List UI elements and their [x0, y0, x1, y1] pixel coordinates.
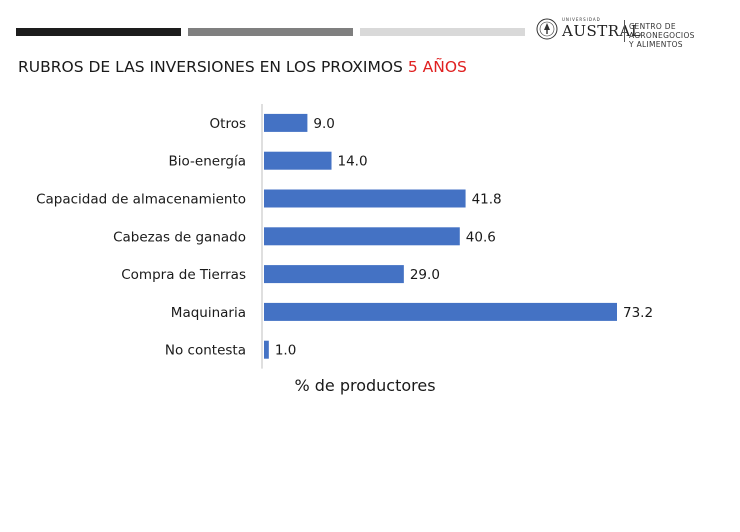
value-label-1: 14.0 — [338, 154, 368, 170]
value-label-6: 1.0 — [275, 343, 296, 359]
category-label-5: Maquinaria — [171, 305, 246, 321]
austral-logo: UNIVERSIDAD AUSTRAL CENTRO DE AGRONEGOCI… — [532, 14, 732, 50]
value-label-0: 9.0 — [313, 116, 334, 132]
category-label-4: Compra de Tierras — [121, 267, 246, 283]
logo-divider — [624, 20, 625, 42]
center-name-line1: CENTRO DE AGRONEGOCIOS — [629, 22, 695, 40]
bar-0 — [264, 113, 308, 132]
header-bar-dark — [16, 28, 181, 36]
bar-3 — [264, 227, 460, 246]
bar-6 — [264, 340, 269, 359]
center-name: CENTRO DE AGRONEGOCIOS Y ALIMENTOS — [629, 22, 732, 49]
university-name: AUSTRAL — [562, 22, 642, 40]
bar-5 — [264, 302, 617, 321]
category-label-3: Cabezas de ganado — [113, 229, 246, 245]
value-label-5: 73.2 — [623, 305, 653, 321]
header-bar-gray — [188, 28, 353, 36]
header-bar-light — [360, 28, 525, 36]
value-label-3: 40.6 — [466, 229, 496, 245]
center-name-line2: Y ALIMENTOS — [629, 40, 683, 49]
chart-title: RUBROS DE LAS INVERSIONES EN LOS PROXIMO… — [18, 58, 467, 76]
value-label-2: 41.8 — [472, 192, 502, 208]
category-label-0: Otros — [210, 116, 246, 132]
value-label-4: 29.0 — [410, 267, 440, 283]
bar-2 — [264, 189, 466, 208]
category-label-2: Capacidad de almacenamiento — [36, 192, 246, 208]
bar-1 — [264, 151, 332, 170]
bar-4 — [264, 265, 404, 284]
chart-title-main: RUBROS DE LAS INVERSIONES EN LOS PROXIMO… — [18, 58, 408, 76]
x-axis-label: % de productores — [294, 376, 435, 395]
category-label-1: Bio-energía — [169, 154, 246, 170]
university-small-label: UNIVERSIDAD — [562, 17, 601, 22]
university-seal-icon — [536, 18, 558, 40]
category-label-6: No contesta — [165, 343, 246, 359]
chart-title-highlight: 5 AÑOS — [407, 58, 467, 76]
